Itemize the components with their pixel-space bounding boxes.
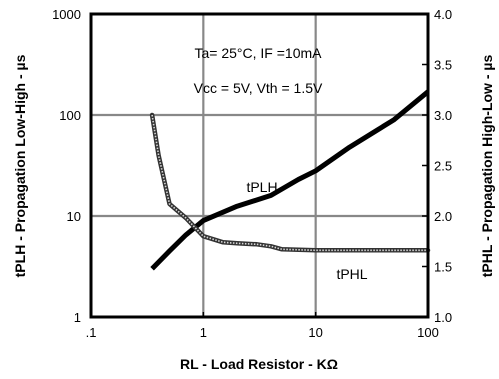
series-layer	[149, 89, 431, 271]
left-axis-title: tPLH - Propagation Low-High - µs	[12, 54, 28, 277]
conditions-line-1: Ta= 25°C, IF =10mA	[195, 45, 323, 61]
x-axis-title: RL - Load Resistor - KΩ	[180, 356, 338, 372]
y-right-tick-label-2: 2.0	[434, 209, 452, 224]
y-right-tick-label-5: 3.5	[434, 58, 452, 73]
y-right-tick-label-4: 3.0	[434, 108, 452, 123]
x-tick-label-2: 10	[308, 325, 322, 340]
y-right-tick-label-3: 2.5	[434, 159, 452, 174]
y-left-tick-label-1: 10	[67, 209, 81, 224]
y-left-tick-label-3: 1000	[52, 7, 81, 22]
grid-lines	[91, 14, 428, 317]
series-line-tplh	[150, 89, 430, 271]
y-left-tick-label-0: 1	[74, 310, 81, 325]
x-tick-label-0: .1	[86, 325, 97, 340]
right-axis-title: tPHL - Propagation High-Low - µs	[479, 55, 495, 278]
series-line-tphl-texture	[151, 114, 428, 252]
y-right-tick-label-1: 1.5	[434, 260, 452, 275]
series-label-tplh: tPLH	[246, 179, 277, 195]
y-right-tick-label-6: 4.0	[434, 7, 452, 22]
tick-layer: .1 1 10 100 1 10 100 1000 1.0 1.5 2.0 2.5 3.0 3.5 4.0	[52, 7, 452, 340]
x-tick-label-1: 1	[200, 325, 207, 340]
series-label-tphl: tPHL	[336, 266, 367, 282]
y-left-tick-label-2: 100	[59, 108, 81, 123]
y-right-tick-label-0: 1.0	[434, 310, 452, 325]
conditions-line-2: Vcc = 5V, Vth = 1.5V	[194, 80, 323, 96]
x-tick-label-3: 100	[417, 325, 439, 340]
